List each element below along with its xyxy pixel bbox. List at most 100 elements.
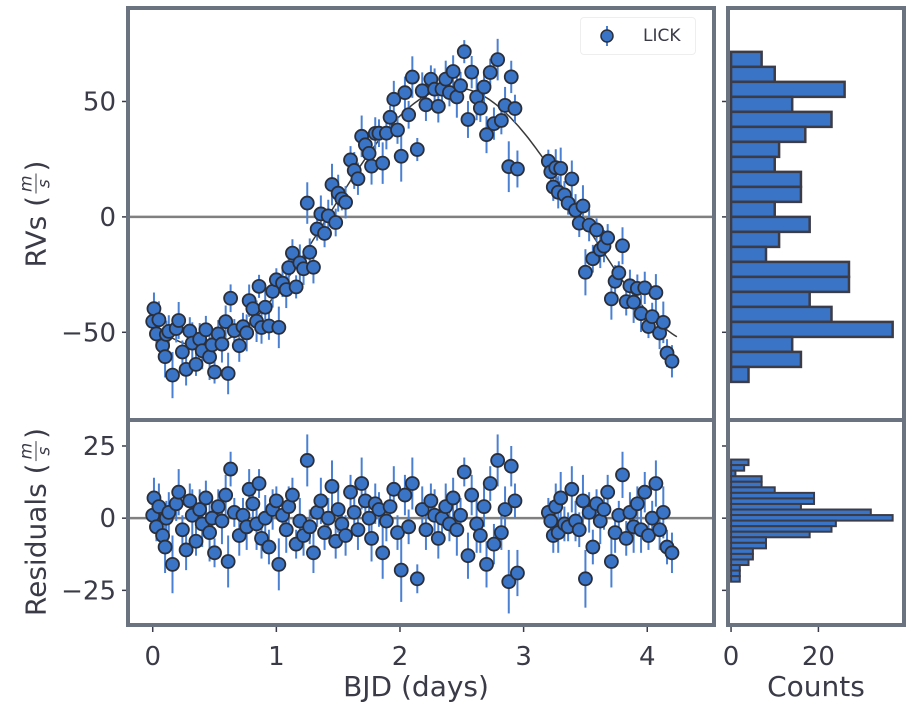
rv-point [603, 291, 619, 307]
residual-point [285, 487, 300, 503]
residual-point [210, 499, 226, 515]
residual-point [245, 496, 261, 512]
residual-point [543, 513, 559, 529]
unit-den: s [34, 446, 55, 456]
rv-point [350, 171, 366, 187]
rv-point [409, 142, 425, 157]
residual-point [486, 536, 502, 552]
residual-point [299, 453, 315, 468]
rv-axis-label-text: RVs [19, 215, 53, 268]
residual-axis-label: Residuals (m s) [16, 427, 55, 617]
residual-point [600, 484, 616, 500]
residual-point [501, 574, 517, 590]
rv-point [476, 79, 492, 95]
residual-point [456, 464, 472, 480]
residual-point [472, 528, 488, 543]
rv-point [648, 285, 664, 300]
residual-point [378, 513, 394, 529]
counts-tick-label: 20 [802, 642, 835, 672]
residual-point [430, 530, 446, 546]
residual-point [507, 493, 523, 509]
rv-point [251, 278, 267, 294]
rv-point [257, 299, 273, 315]
rv-histogram-bar [729, 155, 776, 174]
residual-point [510, 565, 525, 581]
rv-point [299, 195, 315, 211]
rv-point [386, 91, 402, 107]
rv-point [202, 349, 217, 365]
rv-point [393, 148, 409, 164]
residual-point [648, 476, 664, 491]
rv-point [445, 64, 461, 79]
residual-histogram-bar [730, 464, 746, 472]
residual-axis-label-text: Residuals [19, 483, 53, 617]
residual-point [271, 556, 287, 572]
residual-point [652, 522, 668, 538]
rv-point [157, 349, 173, 365]
rv-point [414, 83, 430, 99]
residual-point [629, 496, 645, 512]
residual-point [460, 548, 476, 564]
x-tick-label: 1 [268, 642, 285, 672]
rv-point [198, 322, 214, 338]
residual-point [493, 525, 509, 541]
residual-point [317, 525, 332, 541]
rv-histogram-bar [729, 170, 803, 189]
residual-point [445, 490, 461, 506]
residual-histogram-bar [730, 530, 811, 539]
rv-point [418, 97, 434, 113]
rv-point [390, 122, 405, 138]
rv-point [482, 65, 498, 80]
rv-point [589, 222, 604, 238]
rv-point [611, 265, 627, 281]
rv-point [174, 344, 190, 360]
residual-point [338, 528, 353, 543]
rv-point [288, 279, 304, 295]
residual-point [564, 481, 580, 497]
residual-point [214, 513, 230, 529]
residual-point [490, 453, 506, 468]
rv-point [404, 69, 420, 85]
rv-histogram-bar [729, 185, 803, 204]
counts-tick-label: 0 [723, 642, 740, 672]
counts-axis-label: Counts [767, 670, 865, 703]
residual-point [346, 504, 362, 520]
x-tick-label: 0 [144, 642, 161, 672]
residual-point [453, 507, 468, 523]
residual-point [423, 493, 439, 509]
residual-point [397, 487, 413, 503]
residual-point [251, 476, 267, 491]
rv-histogram-bar [729, 50, 763, 69]
rv-histogram-bar [729, 200, 776, 219]
rv-point [464, 64, 480, 80]
legend: LICK [580, 17, 696, 55]
rv-point [600, 230, 616, 246]
rv-point [664, 353, 680, 369]
residual-point [482, 476, 498, 491]
legend-marker-icon [600, 26, 614, 46]
residual-point [479, 556, 494, 572]
residual-point [578, 571, 593, 587]
rv-point [456, 44, 472, 60]
rv-point [615, 238, 630, 254]
residual-panel-frame [126, 418, 716, 627]
residual-point [476, 499, 492, 515]
rv-point [271, 319, 287, 335]
residual-point [503, 458, 519, 474]
residual-point [393, 562, 409, 578]
rv-histogram-bar [729, 260, 851, 279]
rv-point [218, 314, 234, 330]
residual-point [313, 493, 329, 509]
rv-point [382, 109, 398, 125]
rv-histogram-bar [729, 245, 768, 264]
residual-point [382, 499, 398, 515]
residual-point [464, 487, 480, 503]
rv-point [490, 52, 506, 68]
residual-point [664, 545, 680, 561]
rv-histogram-bar [729, 110, 833, 129]
residual-point [278, 522, 294, 538]
rv-point [655, 314, 671, 330]
rv-y-tick-label: 50 [83, 87, 116, 117]
